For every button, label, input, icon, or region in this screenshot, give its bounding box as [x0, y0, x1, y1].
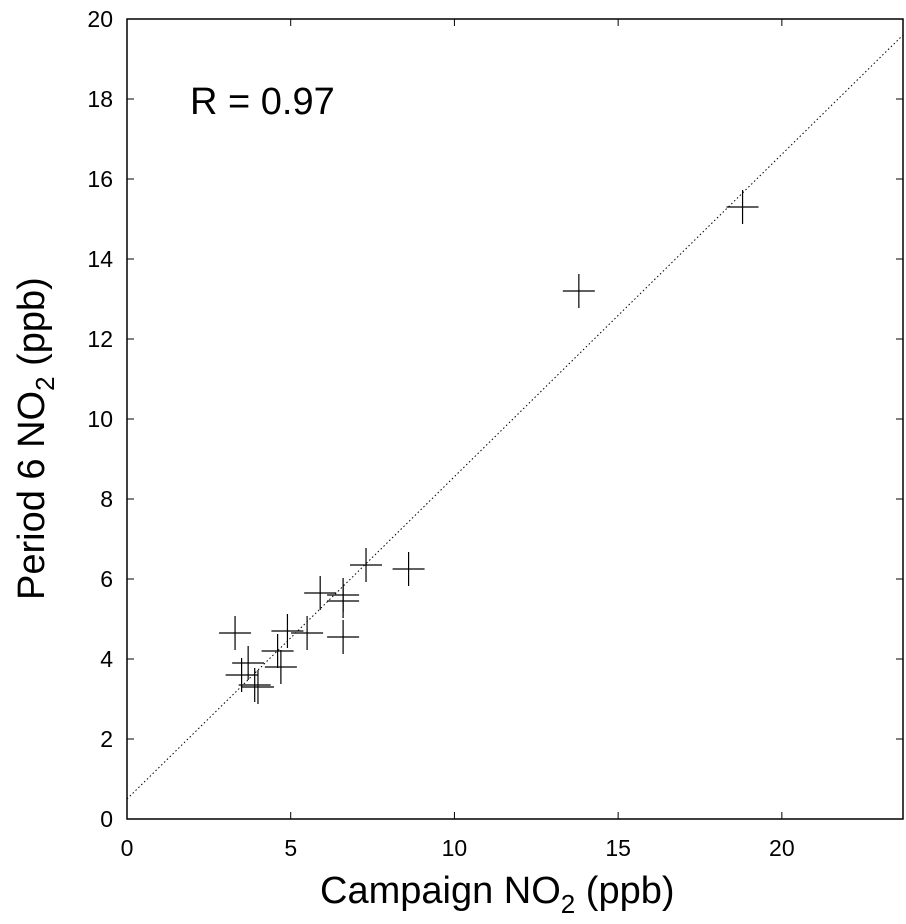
y-tick-label: 0 [100, 806, 113, 832]
data-point [350, 548, 383, 582]
data-point [241, 670, 274, 704]
plot-frame [126, 18, 904, 820]
data-point [238, 668, 271, 702]
x-axis-title: Campaign NO2 (ppb) [320, 870, 675, 919]
y-tick-label: 4 [100, 646, 113, 672]
x-tick-label: 15 [605, 835, 631, 861]
y-tick-label: 20 [87, 6, 113, 32]
x-tick-label: 10 [442, 835, 468, 861]
data-point [304, 576, 337, 610]
y-tick-label: 10 [87, 406, 113, 432]
y-tick-label: 14 [87, 246, 113, 272]
data-point [327, 620, 360, 654]
y-tick-label: 8 [100, 486, 113, 512]
y-tick-label: 6 [100, 566, 113, 592]
data-point [264, 650, 297, 684]
ticks-layer: 0 5 10 15 20 0 2 4 6 8 10 12 14 16 18 20 [87, 6, 903, 861]
x-tick-label: 20 [769, 835, 795, 861]
fit-line-layer [126, 34, 904, 800]
data-point [562, 274, 595, 308]
y-tick-label: 12 [87, 326, 113, 352]
y-tick-label: 18 [87, 86, 113, 112]
y-axis-title-subscript: 2 [30, 376, 60, 390]
data-point [291, 616, 324, 650]
fit-line [126, 34, 904, 800]
data-point [726, 190, 759, 224]
data-point [232, 646, 265, 680]
data-point [392, 552, 425, 586]
correlation-annotation: R = 0.97 [190, 81, 335, 123]
data-point [271, 614, 304, 648]
x-tick-label: 0 [121, 835, 134, 861]
x-tick-label: 5 [284, 835, 297, 861]
data-point [261, 634, 294, 668]
data-point [219, 616, 252, 650]
x-axis-title-subscript: 2 [561, 889, 575, 919]
y-tick-label: 16 [87, 166, 113, 192]
data-point [327, 584, 360, 618]
y-tick-label: 2 [100, 726, 113, 752]
points-layer [219, 190, 759, 704]
y-axis-title: Period 6 NO2 (ppb) [11, 277, 60, 600]
data-point [225, 658, 258, 692]
